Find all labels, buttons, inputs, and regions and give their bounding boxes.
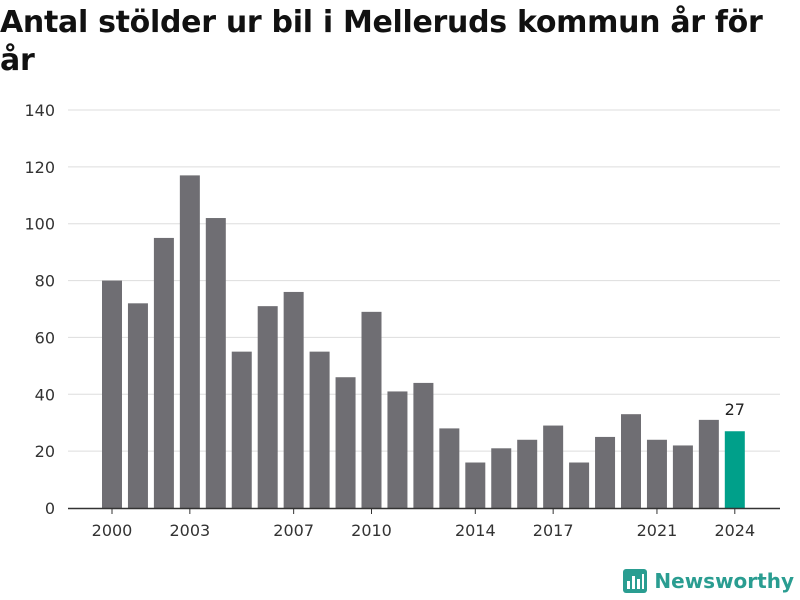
x-tick-label: 2000: [92, 521, 133, 540]
y-tick-label: 0: [45, 499, 55, 518]
data-labels: 27: [725, 400, 745, 419]
bar-2019: [595, 436, 616, 508]
y-tick-label: 100: [24, 215, 55, 234]
brand-name: Newsworthy: [654, 569, 794, 593]
x-tick-label: 2010: [351, 521, 392, 540]
y-tick-label: 140: [24, 101, 55, 120]
x-tick-label: 2021: [637, 521, 678, 540]
bar-2015: [491, 448, 512, 508]
y-tick-label: 120: [24, 158, 55, 177]
newsworthy-icon: [623, 569, 648, 593]
bar-2004: [205, 218, 226, 508]
bar-2005: [231, 351, 252, 508]
newsworthy-logo: Newsworthy: [622, 568, 794, 594]
bar-2001: [127, 303, 148, 508]
bar-2007: [283, 291, 304, 508]
y-tick-label: 20: [35, 442, 55, 461]
bar-2003: [179, 175, 200, 508]
x-axis: 2000 2003 2007 2010 2014 2017 2021 2024: [68, 507, 780, 540]
x-tick-label: 2007: [273, 521, 314, 540]
y-tick-label: 80: [35, 272, 55, 291]
y-tick-label: 40: [35, 385, 55, 404]
bar-2016: [517, 439, 538, 508]
data-label-2024: 27: [725, 400, 745, 419]
bar-2014: [465, 462, 486, 508]
bar-2024: [724, 431, 745, 508]
x-tick-label: 2017: [533, 521, 574, 540]
y-axis-ticks: 0 20 40 60 80 100 120 140: [24, 101, 55, 518]
bar-2002: [153, 237, 174, 508]
bar-2010: [361, 311, 382, 508]
bars: [102, 175, 745, 508]
bar-2013: [439, 428, 460, 508]
x-tick-label: 2003: [169, 521, 210, 540]
bar-2006: [257, 306, 278, 508]
bar-2008: [309, 351, 330, 508]
bar-2020: [621, 414, 641, 508]
bar-2000: [102, 280, 122, 508]
bar-2018: [569, 462, 590, 508]
bar-2021: [646, 439, 667, 508]
bar-2011: [387, 391, 408, 508]
bar-2012: [413, 382, 434, 508]
bar-2017: [543, 425, 564, 508]
bar-2023: [698, 419, 719, 508]
y-tick-label: 60: [35, 328, 55, 347]
chart-title: Antal stölder ur bil i Melleruds kommun …: [0, 5, 763, 78]
x-tick-label: 2014: [455, 521, 496, 540]
x-tick-label: 2024: [714, 521, 755, 540]
bar-2022: [672, 445, 693, 508]
bar-2009: [335, 377, 356, 508]
